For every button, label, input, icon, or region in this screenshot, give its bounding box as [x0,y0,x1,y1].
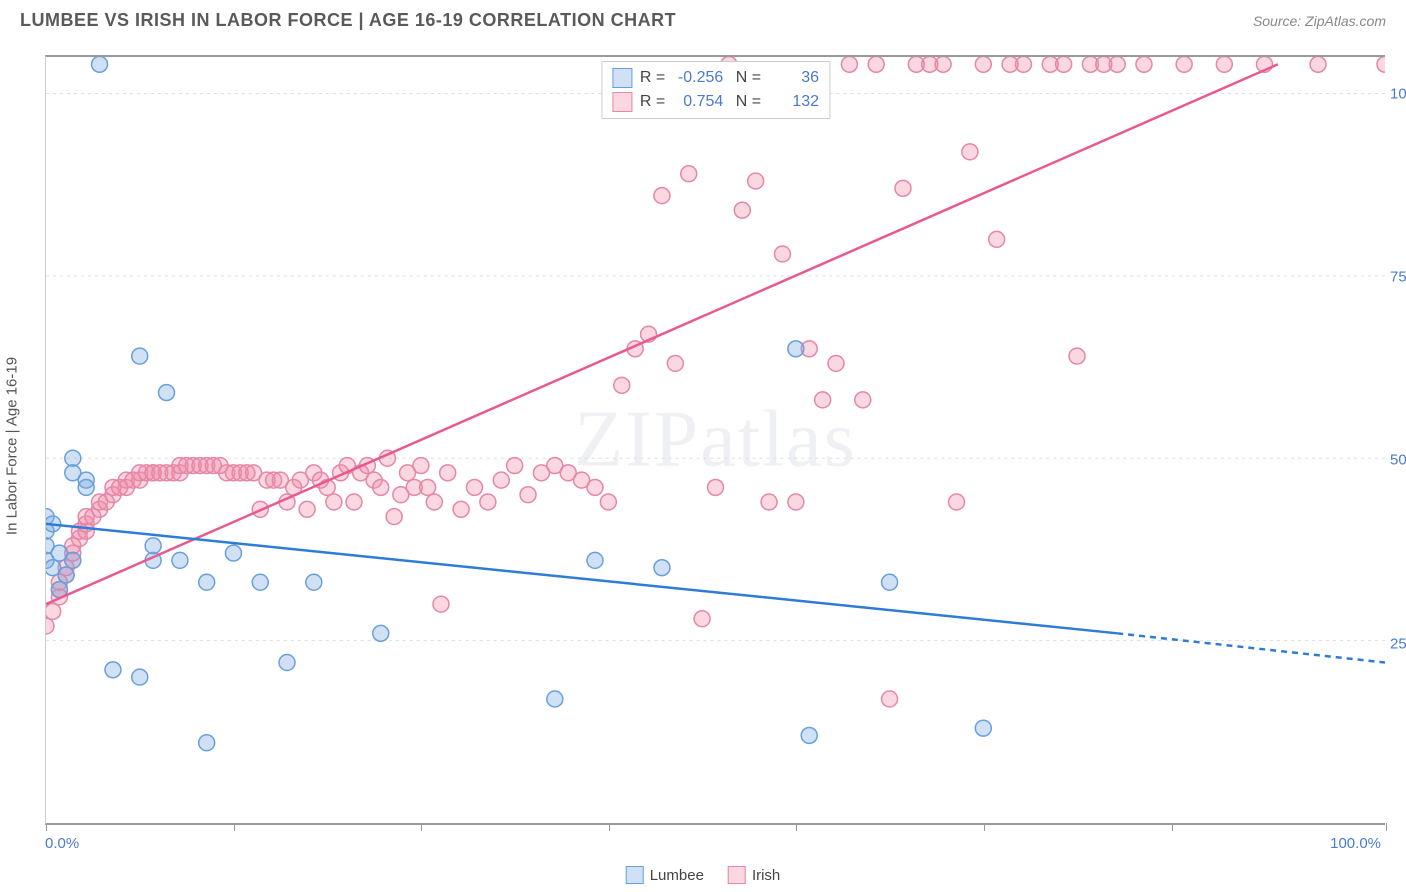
x-tick [796,823,797,831]
x-tick [1172,823,1173,831]
x-tick [1386,823,1387,831]
x-tick [46,823,47,831]
correlation-legend: R =-0.256 N =36 R =0.754 N =132 [601,61,830,119]
x-axis-min-label: 0.0% [45,835,79,852]
series-legend: Lumbee Irish [626,866,781,884]
legend-row-lumbee: R =-0.256 N =36 [612,66,819,90]
x-tick [984,823,985,831]
y-tick-label: 50.0% [1390,452,1406,469]
source-attribution: Source: ZipAtlas.com [1253,13,1386,29]
scatter-plot-svg [46,57,1385,823]
x-axis-max-label: 100.0% [1330,835,1381,852]
legend-item-irish: Irish [728,866,780,884]
chart-plot-area: ZIPatlas R =-0.256 N =36 R =0.754 N =132… [45,55,1385,825]
lumbee-swatch-icon [626,866,644,884]
lumbee-swatch-icon [612,68,632,88]
x-tick [609,823,610,831]
irish-swatch-icon [728,866,746,884]
y-tick-label: 100.0% [1390,85,1406,102]
x-tick [421,823,422,831]
irish-swatch-icon [612,92,632,112]
legend-row-irish: R =0.754 N =132 [612,90,819,114]
y-axis-label: In Labor Force | Age 16-19 [4,357,21,535]
legend-item-lumbee: Lumbee [626,866,704,884]
y-tick-label: 25.0% [1390,635,1406,652]
y-tick-label: 75.0% [1390,269,1406,286]
chart-title: LUMBEE VS IRISH IN LABOR FORCE | AGE 16-… [20,10,676,31]
x-tick [234,823,235,831]
